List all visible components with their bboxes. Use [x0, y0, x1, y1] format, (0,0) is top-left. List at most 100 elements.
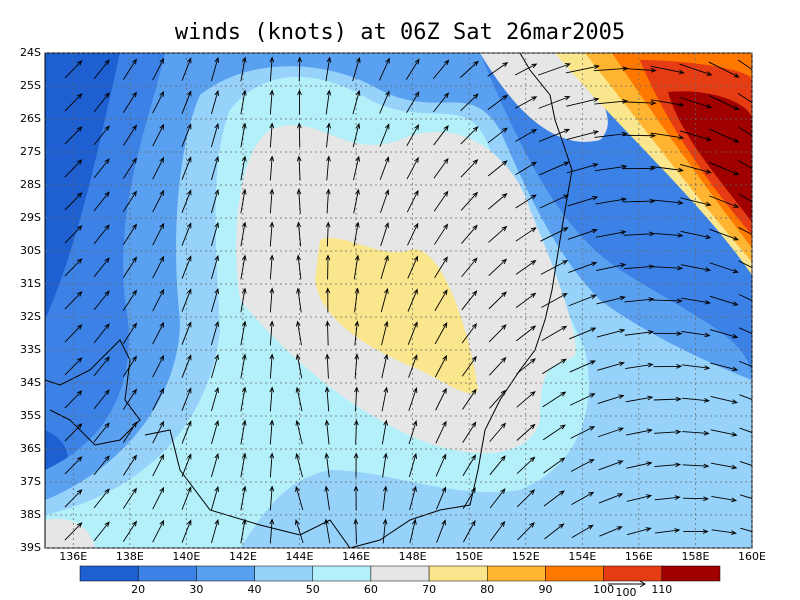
wind-arrow: [489, 488, 506, 509]
wind-arrow: [210, 89, 220, 115]
wind-arrow: [152, 321, 165, 345]
wind-arrow: [210, 56, 220, 82]
wind-arrow: [152, 222, 165, 246]
wind-arrow: [740, 527, 752, 532]
wind-arrow: [709, 329, 739, 339]
wind-arrow: [738, 260, 752, 269]
wind-arrow: [353, 155, 361, 181]
wind-arrow: [240, 353, 247, 379]
wind-arrow: [624, 329, 655, 336]
band-above-110: [668, 91, 752, 222]
wind-arrow: [152, 123, 165, 147]
wind-arrow: [682, 430, 710, 436]
wind-arrow: [354, 386, 359, 412]
wind-arrow: [325, 221, 331, 247]
wind-arrow: [565, 64, 600, 74]
wind-arrow: [517, 522, 535, 541]
wind-arrow: [64, 423, 83, 442]
wind-arrow: [627, 527, 652, 536]
wind-arrow: [566, 163, 599, 174]
wind-arrow: [433, 157, 449, 179]
wind-arrow: [711, 529, 737, 535]
wind-arrow: [487, 94, 509, 110]
wind-arrow: [462, 421, 477, 443]
wind-arrow: [625, 428, 653, 436]
wind-arrow: [379, 90, 390, 114]
wind-arrow: [566, 97, 600, 107]
wind-arrow: [594, 164, 628, 172]
lon-tick-label: 140E: [172, 550, 200, 563]
wind-arrow: [408, 452, 417, 478]
wind-arrow: [435, 387, 447, 411]
wind-arrow: [210, 320, 220, 346]
wind-arrow: [538, 95, 571, 109]
wind-arrow: [181, 420, 192, 444]
wind-arrow: [461, 257, 478, 278]
wind-arrow: [240, 485, 247, 511]
wind-arrow: [435, 420, 447, 444]
wind-arrow: [380, 189, 390, 213]
wind-arrow: [181, 90, 192, 114]
wind-arrow: [488, 258, 508, 276]
colorbar-swatch: [661, 565, 721, 582]
wind-arrow: [353, 452, 359, 478]
wind-arrow: [269, 485, 275, 511]
wind-arrow: [652, 232, 684, 238]
wind-arrow: [515, 194, 537, 209]
colorbar-label: 40: [248, 583, 262, 596]
wind-arrow: [652, 265, 684, 271]
wind-arrow: [738, 227, 752, 236]
wind-arrow: [240, 287, 247, 313]
colorbar-label: 20: [131, 583, 145, 596]
wind-arrow: [181, 57, 192, 81]
wind-arrow: [296, 254, 302, 280]
wind-arrow: [64, 489, 83, 508]
wind-arrow: [64, 159, 83, 178]
colorbar-label: 70: [422, 583, 436, 596]
lat-tick-label: 31S: [20, 277, 41, 290]
wind-arrow: [488, 291, 507, 310]
wind-arrow: [516, 423, 536, 441]
wind-arrow: [295, 386, 303, 412]
wind-arrow: [122, 388, 137, 410]
wind-arrow: [738, 293, 752, 301]
wind-arrow: [240, 518, 247, 544]
wind-arrow: [210, 155, 220, 181]
wind-arrow: [181, 255, 192, 279]
wind-arrow: [64, 324, 83, 343]
wind-arrow: [93, 488, 110, 509]
wind-arrow: [433, 125, 449, 146]
wind-arrow: [210, 419, 220, 445]
wind-arrow: [406, 156, 419, 180]
wind-arrow: [710, 362, 739, 372]
wind-arrow: [594, 99, 629, 105]
wind-arrow: [407, 321, 418, 345]
wind-arrow: [152, 354, 165, 378]
wind-arrow: [64, 225, 83, 244]
wind-arrow: [324, 452, 330, 478]
wind-arrow: [325, 320, 330, 346]
wind-arrow: [210, 221, 220, 247]
wind-arrow: [436, 519, 446, 543]
lon-tick-label: 152E: [512, 550, 540, 563]
wind-arrow: [152, 519, 165, 543]
colorbar-label: 90: [538, 583, 552, 596]
wind-arrow: [152, 453, 165, 477]
wind-arrow: [353, 254, 360, 280]
wind-arrow: [269, 287, 275, 313]
wind-arrow: [382, 518, 388, 544]
wind-arrow: [382, 452, 388, 478]
wind-arrow: [210, 353, 220, 379]
wind-arrow: [539, 161, 570, 176]
wind-arrow: [593, 66, 629, 72]
wind-arrow: [681, 331, 711, 338]
wind-arrow: [269, 89, 275, 115]
wind-arrow: [122, 289, 137, 311]
wind-arrow: [489, 389, 507, 409]
wind-arrow: [515, 96, 538, 109]
wind-arrow: [597, 394, 625, 404]
wind-arrow: [738, 327, 752, 334]
wind-arrow: [295, 353, 303, 379]
wind-arrow: [352, 122, 361, 148]
